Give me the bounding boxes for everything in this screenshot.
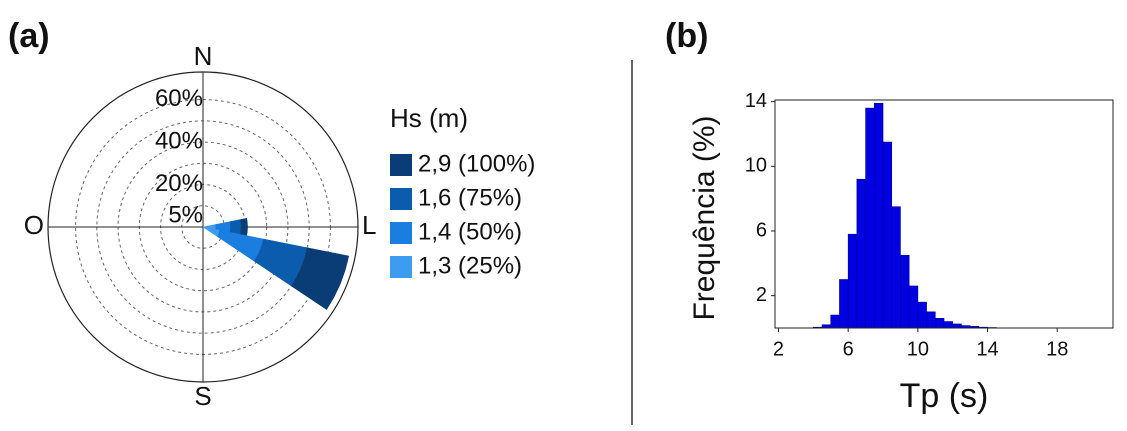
histogram-bar: [865, 107, 875, 329]
rose-segment: [290, 247, 350, 310]
x-tick-label: 2: [773, 338, 784, 360]
x-tick-label: 14: [976, 338, 998, 360]
legend-title: Hs (m): [390, 103, 468, 133]
y-axis-label: Frequência (%): [688, 115, 721, 320]
x-tick-label: 10: [907, 338, 929, 360]
panel-label: (a): [8, 17, 50, 55]
legend-swatch: [390, 188, 412, 210]
legend-label: 1,6 (75%): [418, 184, 522, 211]
legend-swatch: [390, 222, 412, 244]
r-tick-label: 5%: [168, 202, 203, 229]
direction-label: S: [194, 381, 211, 411]
histogram-bar: [943, 321, 954, 329]
panel-label: (b): [665, 17, 708, 55]
r-tick-label: 40%: [155, 127, 203, 154]
rose-segment: [229, 219, 242, 235]
histogram-bar: [847, 233, 858, 329]
y-tick-label: 6: [756, 219, 767, 241]
x-tick-label: 18: [1046, 338, 1068, 360]
plot-frame: [774, 99, 1114, 329]
legend-swatch: [390, 256, 412, 278]
direction-label: L: [362, 210, 376, 240]
r-tick-label: 60%: [155, 85, 203, 112]
histogram-bar: [900, 254, 910, 329]
histogram-bar: [908, 285, 919, 329]
r-tick-label: 20%: [155, 170, 203, 197]
histogram-bar: [856, 178, 866, 329]
histogram-bar: [917, 301, 927, 329]
x-tick-label: 6: [843, 338, 854, 360]
legend-label: 1,4 (50%): [418, 218, 522, 245]
rose-segment: [216, 230, 264, 262]
histogram-bar: [952, 323, 962, 329]
histogram-bar: [874, 102, 884, 329]
rose-segment: [240, 218, 248, 236]
histogram-bar: [839, 279, 849, 329]
histogram-bar: [926, 311, 936, 329]
direction-label: O: [24, 210, 44, 240]
y-tick-label: 2: [756, 284, 767, 306]
histogram-bar: [882, 141, 893, 329]
legend-swatch: [390, 154, 412, 176]
histogram-bar: [830, 314, 840, 329]
direction-label: N: [194, 41, 213, 71]
histogram-bar: [934, 317, 945, 329]
legend-label: 2,9 (100%): [418, 150, 535, 177]
y-tick-label: 14: [745, 90, 767, 112]
histogram-bar: [891, 206, 901, 329]
y-tick-label: 10: [745, 155, 767, 177]
legend-label: 1,3 (25%): [418, 252, 522, 279]
x-axis-label: Tp (s): [900, 377, 989, 415]
